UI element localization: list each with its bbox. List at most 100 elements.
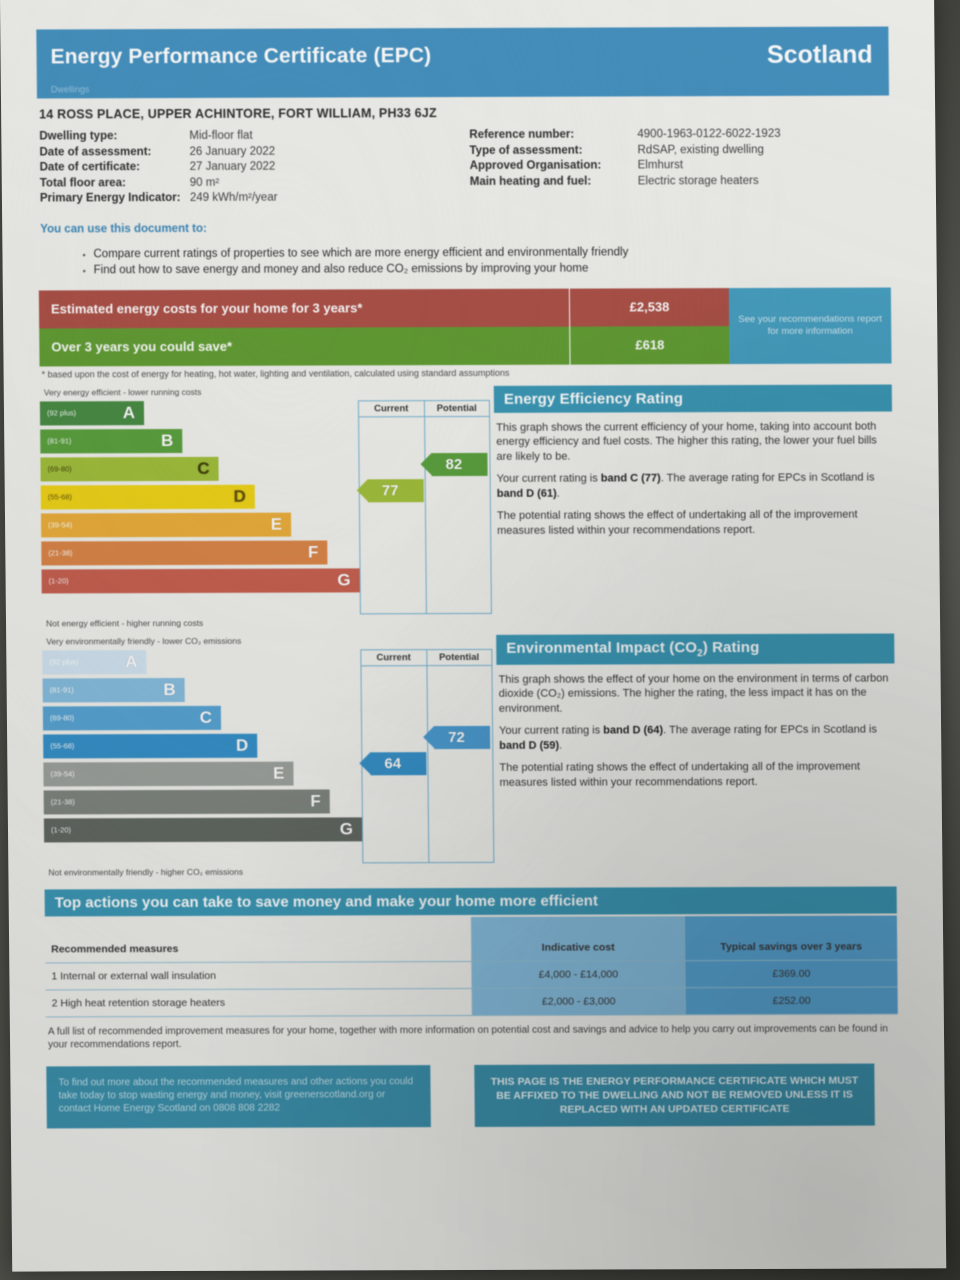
eer-potential-value: 82 (431, 452, 488, 476)
savings-value: £618 (569, 325, 730, 365)
band-range: (69-80) (49, 713, 75, 723)
band-letter: B (160, 430, 174, 450)
band-b: (81-91) B (42, 677, 185, 703)
environmental-impact-section: Very environmentally friendly - lower CO… (42, 633, 896, 877)
eer-current-number: 77 (381, 481, 399, 499)
eer-chart-body: (92 plus) A (81-91) B (69-80) C (55-68) … (39, 399, 494, 615)
detail-label: Reference number: (469, 128, 575, 141)
home-energy-scotland-box: To find out more about the recommended m… (46, 1064, 431, 1128)
table-header-row: Recommended measures Indicative cost Typ… (44, 914, 898, 963)
eer-top-caption: Very energy efficient - lower running co… (43, 386, 202, 397)
eer-paragraph-2: Your current rating is band C (77). The … (497, 471, 891, 501)
recommendations-note: See your recommendations report for more… (728, 287, 892, 364)
eer-potential-number: 82 (445, 455, 463, 473)
band-a: (92 plus) A (39, 400, 145, 426)
band-f: (21-38) F (43, 788, 330, 815)
estimated-cost-value: £2,538 (568, 287, 730, 327)
eer-bottom-caption: Not energy efficient - higher running co… (45, 617, 204, 628)
band-f: (21-38) F (41, 539, 328, 566)
detail-value: Mid-floor flat (189, 129, 253, 142)
details-right-column: Reference number: Type of assessment: Ap… (469, 127, 781, 206)
eer-panel-title: Energy Efficiency Rating (493, 384, 893, 413)
co2-panel-title: Environmental Impact (CO2) Rating (496, 633, 895, 665)
detail-label: Approved Organisation: (469, 159, 602, 172)
co2-current-value: 64 (370, 751, 427, 775)
band-e: (39-54) E (43, 761, 294, 787)
eer-current-header: Current (358, 400, 425, 416)
co2-title-main: Environmental Impact (CO (506, 638, 698, 657)
band-range: (69-80) (47, 464, 72, 474)
eer-text-panel: Energy Efficiency Rating This graph show… (493, 384, 894, 626)
document-header: Energy Performance Certificate (EPC) Sco… (36, 26, 889, 86)
country-label: Scotland (766, 40, 873, 69)
estimated-cost-row: Estimated energy costs for your home for… (38, 287, 730, 328)
co2-title-end: ) Rating (702, 638, 760, 656)
detail-value: 26 January 2022 (189, 145, 276, 158)
co2-current-header: Current (361, 649, 427, 665)
eer-p2-pre: Your current rating is (496, 472, 601, 485)
use-document-list: Compare current ratings of properties to… (40, 244, 890, 279)
co2-current-band-text: band D (64) (603, 724, 664, 737)
property-details: Dwelling type: Date of assessment: Date … (39, 127, 890, 207)
eer-paragraph-3: The potential rating shows the effect of… (496, 508, 858, 537)
header-subtitle: Dwellings (36, 81, 889, 99)
measure-cost: £2,000 - £3,000 (472, 987, 686, 1015)
column-header-savings: Typical savings over 3 years (684, 914, 898, 961)
property-address: 14 ROSS PLACE, UPPER ACHINTORE, FORT WIL… (39, 106, 437, 122)
co2-p2-pre: Your current rating is (499, 724, 604, 737)
band-letter: A (125, 651, 138, 671)
measure-cost: £4,000 - £14,000 (471, 960, 686, 988)
band-b: (81-91) B (40, 428, 183, 454)
detail-label: Primary Energy Indicator: (39, 191, 181, 205)
co2-paragraph-2: Your current rating is band D (64). The … (499, 723, 893, 753)
eer-current-potential: Current Potential 77 82 (357, 399, 492, 614)
document-title: Energy Performance Certificate (EPC) (50, 44, 432, 69)
measure-name: 1 Internal or external wall insulation (45, 960, 473, 990)
detail-value: Electric storage heaters (637, 174, 759, 187)
co2-current-number: 64 (384, 754, 402, 772)
energy-efficiency-section: Very energy efficient - lower running co… (39, 384, 894, 628)
band-letter: G (339, 819, 354, 839)
detail-label: Total floor area: (39, 176, 126, 189)
energy-costs-panel: Estimated energy costs for your home for… (38, 287, 892, 366)
co2-paragraph-1: This graph shows the effect of your home… (498, 672, 889, 715)
detail-value: 249 kWh/m²/year (189, 191, 278, 204)
table-row: 1 Internal or external wall insulation £… (45, 959, 898, 990)
band-letter: A (122, 402, 136, 422)
band-g: (1-20) G (41, 567, 360, 594)
band-c: (69-80) C (42, 705, 222, 731)
certificate-notice-box: THIS PAGE IS THE ENERGY PERFORMANCE CERT… (474, 1063, 875, 1127)
band-range: (55-68) (47, 492, 73, 502)
co2-paragraph-3: The potential rating shows the effect of… (499, 760, 861, 789)
co2-current-potential: Current Potential 64 72 (360, 648, 495, 863)
co2-column-headers: Current Potential (361, 649, 492, 666)
measure-name: 2 High heat retention storage heaters (45, 987, 473, 1017)
band-range: (21-38) (50, 797, 75, 807)
co2-p2-mid: . The average rating for EPCs in Scotlan… (663, 723, 877, 737)
cost-bars: Estimated energy costs for your home for… (38, 287, 730, 366)
band-letter: E (273, 763, 285, 783)
detail-value: RdSAP, existing dwelling (637, 143, 764, 156)
eer-potential-header: Potential (436, 402, 477, 414)
band-letter: F (310, 791, 321, 811)
band-range: (55-68) (50, 741, 75, 751)
list-item: Find out how to save energy and money an… (81, 260, 891, 279)
co2-average-band-text: band D (59) (499, 739, 560, 752)
eer-chart: Very energy efficient - lower running co… (39, 385, 494, 628)
eer-p2-end: . (556, 487, 560, 500)
detail-label: Main heating and fuel: (469, 175, 592, 188)
eer-bands: (92 plus) A (81-91) B (69-80) C (55-68) … (39, 400, 360, 615)
band-letter: D (233, 486, 246, 506)
estimated-cost-label: Estimated energy costs for your home for… (50, 300, 363, 317)
band-range: (92 plus) (46, 408, 77, 418)
co2-chart: Very environmentally friendly - lower CO… (42, 634, 496, 877)
band-letter: D (235, 735, 249, 755)
band-range: (39-54) (50, 769, 75, 779)
eer-value-area: 77 82 (359, 416, 491, 612)
cost-footnote: * based upon the cost of energy for heat… (41, 367, 510, 379)
column-header-cost: Indicative cost (471, 915, 685, 961)
eer-current-value: 77 (367, 478, 424, 502)
co2-top-caption: Very environmentally friendly - lower CO… (46, 635, 242, 646)
savings-row: Over 3 years you could save* £618 (39, 325, 730, 366)
band-range: (81-91) (49, 685, 74, 695)
